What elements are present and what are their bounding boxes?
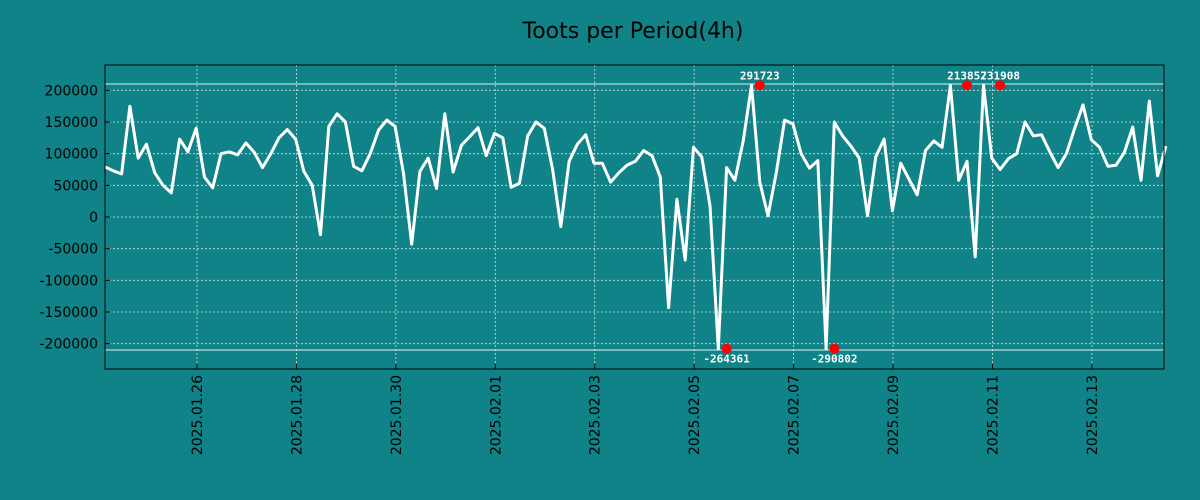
annotation-label: -290802 bbox=[811, 353, 857, 366]
axis-layer: 200000 150000 100000 50000 0 -50000 -100000 -15… bbox=[40, 64, 1165, 455]
grid-layer bbox=[105, 65, 1164, 369]
x-tick-label: 2025.02.11 bbox=[985, 375, 1001, 455]
y-tick-label: 0 bbox=[89, 210, 98, 226]
y-tick-label: -200000 bbox=[40, 337, 99, 353]
x-tick-label: 2025.02.13 bbox=[1085, 375, 1101, 455]
annotation-marker bbox=[995, 80, 1006, 91]
x-tick-label: 2025.01.30 bbox=[389, 375, 405, 455]
x-tick-label: 2025.01.28 bbox=[289, 375, 305, 455]
x-tick-label: 2025.02.01 bbox=[488, 375, 504, 455]
y-tick-label: 50000 bbox=[53, 178, 98, 194]
x-tick-label: 2025.02.05 bbox=[687, 375, 703, 455]
y-tick-label: -150000 bbox=[40, 305, 99, 321]
x-tick-label: 2025.02.07 bbox=[787, 375, 803, 455]
annotation-marker bbox=[829, 343, 840, 354]
x-tick-label: 2025.01.26 bbox=[190, 375, 206, 455]
y-tick-label: -50000 bbox=[48, 242, 98, 258]
y-tick-label: -100000 bbox=[40, 273, 99, 289]
reference-lines bbox=[105, 83, 1164, 351]
annotation-marker bbox=[754, 80, 765, 91]
x-tick-label: 2025.02.09 bbox=[886, 375, 902, 455]
annotation-label: 291723 bbox=[740, 69, 780, 82]
annotation-marker bbox=[721, 343, 732, 354]
y-tick-label: 200000 bbox=[45, 83, 98, 99]
annotation-label: 213857 bbox=[947, 69, 987, 82]
y-tick-label: 150000 bbox=[45, 115, 98, 131]
annotation-label: -264361 bbox=[703, 353, 750, 366]
annotation-marker bbox=[961, 80, 972, 91]
y-tick-label: 100000 bbox=[45, 147, 98, 163]
plot-frame bbox=[104, 64, 1165, 370]
series-line-toots bbox=[104, 83, 1168, 351]
x-tick-label: 2025.02.03 bbox=[588, 375, 604, 455]
series-layer bbox=[104, 83, 1168, 351]
chart-title: Toots per Period(4h) bbox=[522, 19, 744, 44]
annotation-label: 231908 bbox=[980, 69, 1020, 82]
